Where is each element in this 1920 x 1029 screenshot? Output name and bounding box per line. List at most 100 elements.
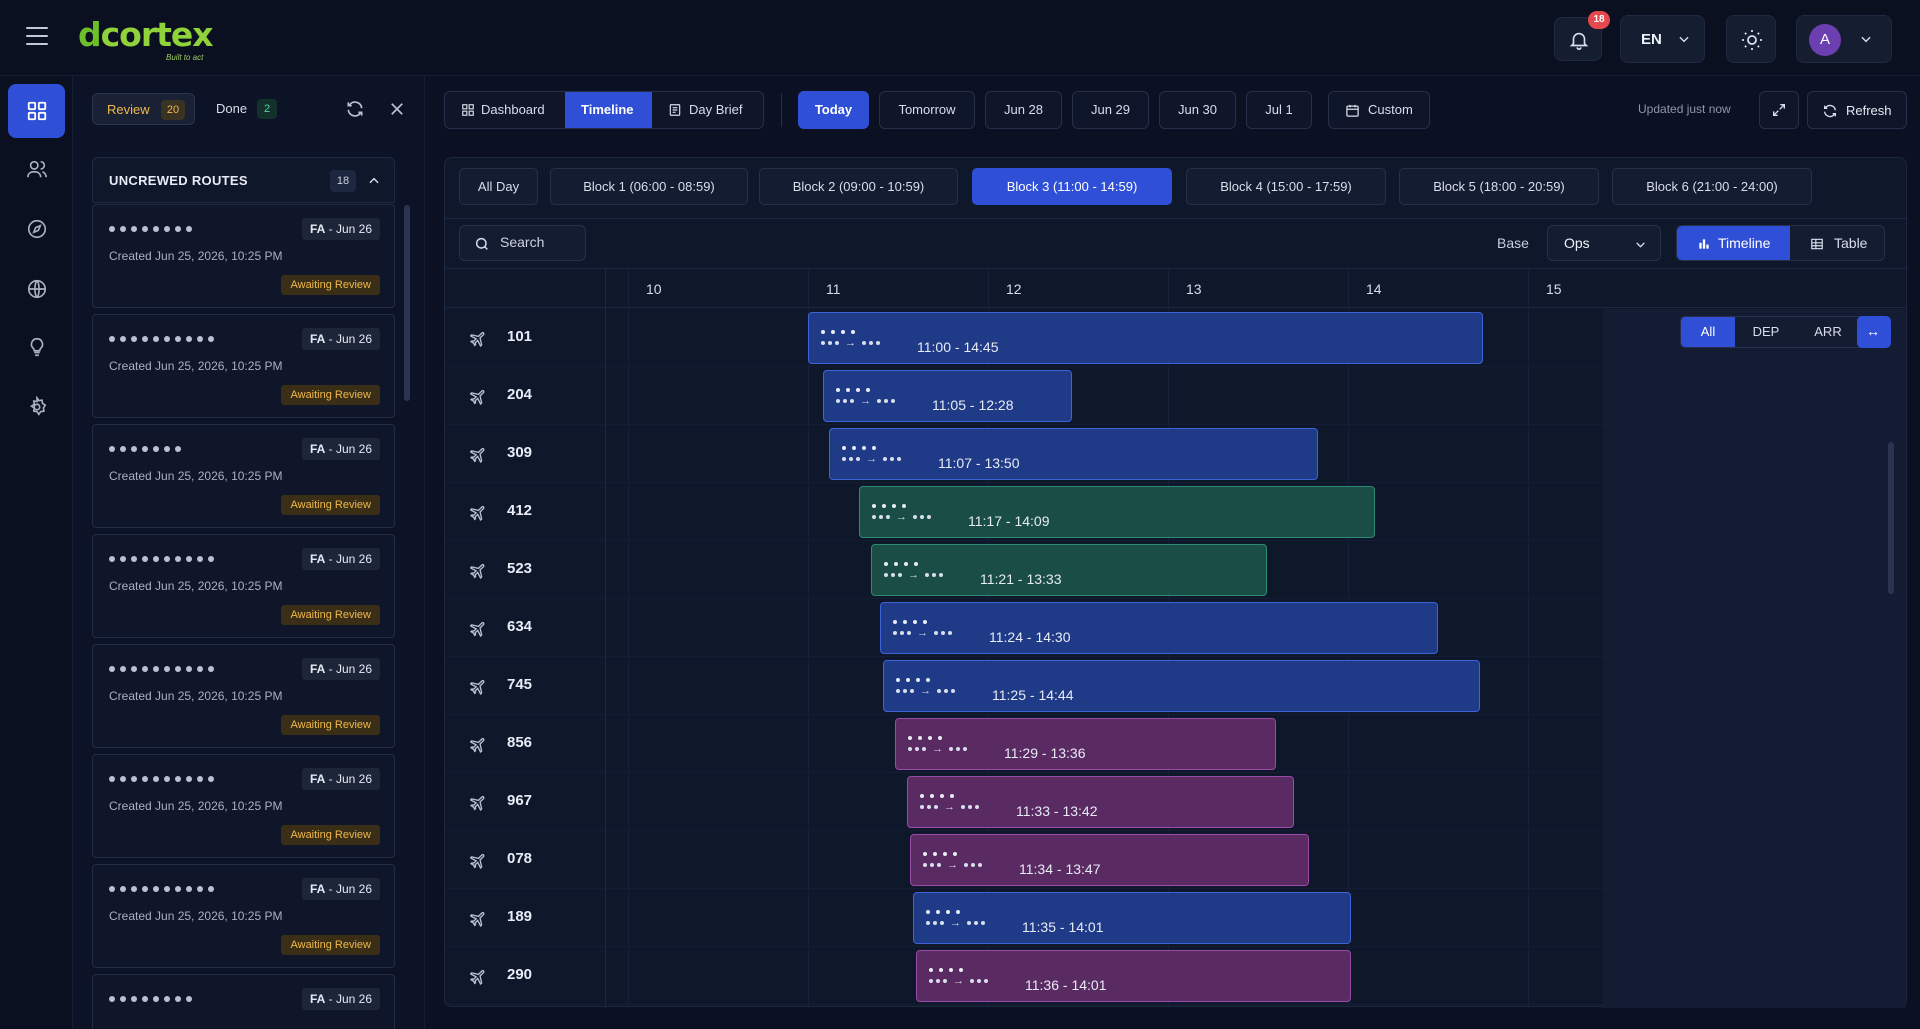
theme-toggle-button[interactable] [1726, 15, 1776, 63]
route-redacted: → [896, 685, 958, 697]
tab-dashboard-label: Dashboard [481, 102, 545, 117]
route-card[interactable]: FA - Jun 26 Created Jun 25, 2026, 10:25 P… [92, 534, 395, 638]
day-tomorrow[interactable]: Tomorrow [879, 91, 975, 129]
rail-item-settings[interactable] [8, 380, 65, 434]
flight-bar[interactable]: → 11:21 - 13:33 [871, 544, 1267, 596]
flight-bar[interactable]: → 11:24 - 14:30 [880, 602, 1438, 654]
rail-item-insights[interactable] [8, 320, 65, 374]
refresh-icon[interactable] [345, 99, 365, 119]
flight-bar[interactable]: → 11:35 - 14:01 [913, 892, 1351, 944]
logo-tagline: Built to act [166, 53, 204, 62]
filter-arr[interactable]: ARR [1814, 324, 1842, 339]
block-5[interactable]: Block 5 (18:00 - 20:59) [1399, 168, 1599, 205]
route-card[interactable]: FA - Jun 26 Created Jun 25, 2026, 10:25 P… [92, 754, 395, 858]
refresh-button[interactable]: Refresh [1807, 91, 1907, 129]
flight-bar[interactable]: → 11:17 - 14:09 [859, 486, 1375, 538]
panel-scrollbar[interactable] [404, 205, 410, 401]
chevron-down-icon [1636, 242, 1645, 248]
search-input[interactable] [500, 234, 580, 250]
route-name-redacted [109, 223, 197, 233]
hamburger-menu-icon[interactable] [26, 27, 48, 47]
block-1[interactable]: Block 1 (06:00 - 08:59) [550, 168, 748, 205]
fit-width-button[interactable]: ↔ [1857, 316, 1891, 348]
flight-bar[interactable]: → 11:34 - 13:47 [910, 834, 1309, 886]
block-2[interactable]: Block 2 (09:00 - 10:59) [759, 168, 958, 205]
route-redacted: → [842, 453, 904, 465]
status-badge: Awaiting Review [281, 275, 380, 295]
rail-item-dashboard[interactable] [8, 84, 65, 138]
tab-review[interactable]: Review 20 [92, 93, 195, 125]
route-created-date: Created Jun 25, 2026, 10:25 PM [109, 579, 283, 593]
route-card[interactable]: FA - Jun 26 [92, 974, 395, 1029]
day-jun-29[interactable]: Jun 29 [1072, 91, 1149, 129]
rail-item-network[interactable] [8, 262, 65, 316]
custom-label: Custom [1368, 102, 1413, 117]
route-card[interactable]: FA - Jun 26 Created Jun 25, 2026, 10:25 P… [92, 314, 395, 418]
route-list: FA - Jun 26 Created Jun 25, 2026, 10:25 P… [92, 204, 395, 1029]
flight-bar[interactable]: → 11:36 - 14:01 [916, 950, 1351, 1002]
chevron-down-icon [1679, 36, 1689, 43]
route-card[interactable]: FA - Jun 26 Created Jun 25, 2026, 10:25 P… [92, 204, 395, 308]
language-selector[interactable]: EN [1620, 15, 1705, 63]
user-menu-button[interactable]: A [1796, 15, 1892, 63]
status-badge: Awaiting Review [281, 385, 380, 405]
airplane-icon [469, 561, 488, 582]
hour-tick-label: 15 [1546, 281, 1562, 297]
flight-bar[interactable]: → 11:05 - 12:28 [823, 370, 1072, 422]
day-today[interactable]: Today [798, 91, 869, 129]
route-card[interactable]: FA - Jun 26 Created Jun 25, 2026, 10:25 P… [92, 644, 395, 748]
route-tag: FA - Jun 26 [301, 328, 380, 350]
tab-done[interactable]: Done 2 [204, 93, 294, 125]
updated-status: Updated just now [1638, 102, 1731, 116]
crew-redacted [926, 901, 966, 917]
block-3[interactable]: Block 3 (11:00 - 14:59) [972, 168, 1172, 205]
uncrewed-routes-header[interactable]: UNCREWED ROUTES 18 [92, 157, 395, 203]
day-jul-1[interactable]: Jul 1 [1246, 91, 1312, 129]
flight-bar[interactable]: → 11:25 - 14:44 [883, 660, 1480, 712]
gantt-scrollbar[interactable] [1888, 442, 1894, 594]
rail-item-users[interactable] [8, 142, 65, 196]
route-tag: FA - Jun 26 [301, 768, 380, 790]
lightbulb-icon [30, 337, 44, 357]
mode-timeline-button[interactable]: Timeline [1677, 226, 1790, 260]
day-custom-button[interactable]: Custom [1328, 91, 1430, 129]
flight-bar[interactable]: → 11:07 - 13:50 [829, 428, 1318, 480]
day-jun-28[interactable]: Jun 28 [985, 91, 1062, 129]
block-6[interactable]: Block 6 (21:00 - 24:00) [1612, 168, 1812, 205]
base-select[interactable]: Ops [1547, 225, 1661, 261]
block-all-day[interactable]: All Day [459, 168, 538, 205]
crew-redacted [908, 727, 948, 743]
tab-day-brief[interactable]: Day Brief [652, 92, 763, 128]
bar-chart-icon [1699, 239, 1709, 249]
route-name-redacted [109, 553, 219, 563]
airplane-icon [469, 619, 488, 640]
flight-bar[interactable]: → 11:33 - 13:42 [907, 776, 1294, 828]
mode-table-button[interactable]: Table [1790, 226, 1884, 260]
expand-button[interactable] [1759, 91, 1799, 129]
flight-row: 290 → 11:36 - 14:01 [445, 947, 1906, 1005]
language-label: EN [1641, 31, 1662, 48]
tab-dashboard[interactable]: Dashboard [445, 92, 565, 128]
flight-number: 856 [507, 734, 533, 751]
grid-icon [462, 104, 474, 116]
globe-icon [27, 279, 47, 299]
flight-bar[interactable]: → 11:00 - 14:45 [808, 312, 1483, 364]
route-created-date: Created Jun 25, 2026, 10:25 PM [109, 469, 283, 483]
status-badge: Awaiting Review [281, 715, 380, 735]
rail-item-explore[interactable] [8, 202, 65, 256]
flight-time-range: 11:36 - 14:01 [1025, 977, 1107, 993]
search-box[interactable] [459, 225, 586, 261]
flight-time-range: 11:17 - 14:09 [968, 513, 1050, 529]
hour-gridline [628, 268, 629, 1008]
route-card[interactable]: FA - Jun 26 Created Jun 25, 2026, 10:25 P… [92, 424, 395, 528]
filter-dep[interactable]: DEP [1752, 324, 1780, 339]
tab-timeline[interactable]: Timeline [565, 92, 652, 128]
view-tabs: Dashboard Timeline Day Brief [444, 91, 764, 129]
flight-bar[interactable]: → 11:29 - 13:36 [895, 718, 1276, 770]
day-jun-30[interactable]: Jun 30 [1159, 91, 1236, 129]
close-icon[interactable] [388, 100, 406, 118]
route-card[interactable]: FA - Jun 26 Created Jun 25, 2026, 10:25 P… [92, 864, 395, 968]
flight-row: 523 → 11:21 - 13:33 [445, 541, 1906, 599]
block-4[interactable]: Block 4 (15:00 - 17:59) [1186, 168, 1386, 205]
filter-all[interactable]: All [1681, 317, 1735, 347]
